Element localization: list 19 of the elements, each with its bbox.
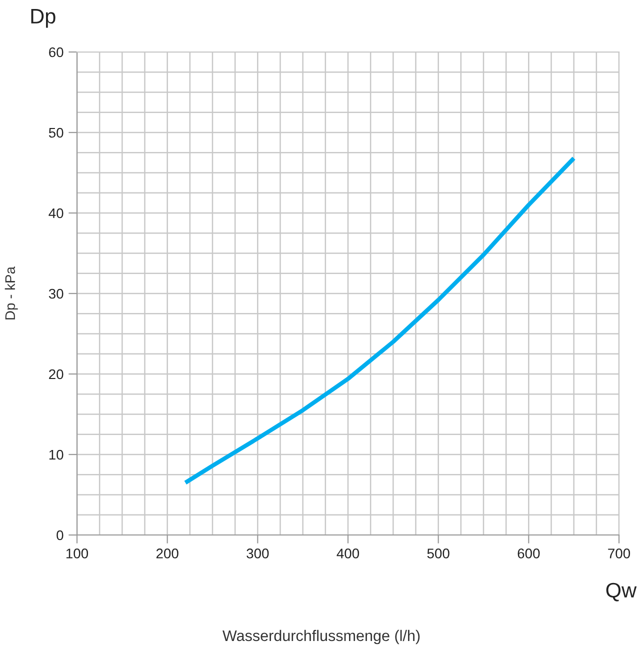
y-tick-label: 60	[49, 47, 64, 58]
x-tick-label: 600	[518, 548, 540, 558]
line-series	[183, 156, 576, 485]
y-tick-label: 10	[49, 450, 64, 460]
x-tick-label: 200	[156, 548, 178, 558]
y-tick-label: 30	[48, 288, 64, 299]
x-tick-label: 700	[608, 548, 630, 558]
y-tick-label: 0	[56, 530, 64, 540]
x-tick-label: 500	[427, 548, 450, 558]
y-axis-title: Dp - kPa	[4, 266, 18, 320]
x-tick-label: 400	[336, 548, 360, 558]
x-axis-title: Wasserdurchflussmenge (l/h)	[222, 630, 420, 644]
text: Qw	[606, 582, 637, 602]
text: Dp	[31, 9, 56, 28]
y-tick-label: 40	[48, 208, 64, 218]
y-tick-label: 50	[48, 128, 64, 138]
x-tick-label: 300	[246, 548, 269, 558]
x-tick-label: 100	[66, 548, 88, 558]
y-tick-label: 20	[49, 369, 64, 380]
